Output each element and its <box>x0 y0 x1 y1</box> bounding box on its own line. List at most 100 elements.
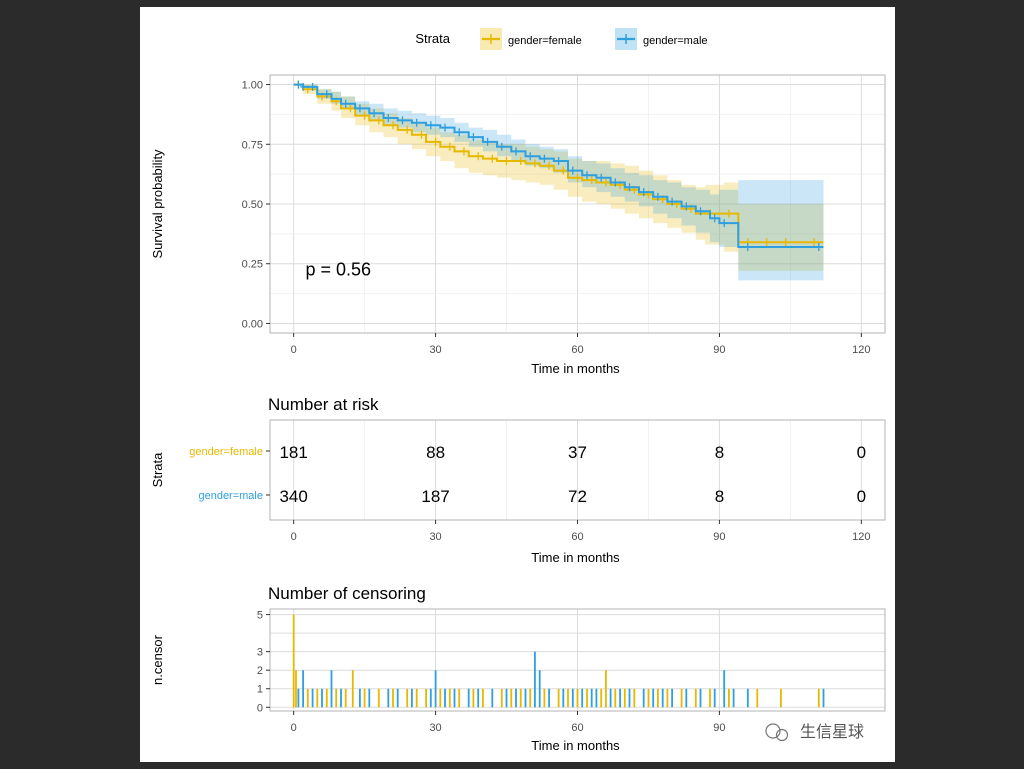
km-censor-mark <box>484 137 491 146</box>
km-censor-mark <box>475 152 482 161</box>
censor-bar-gender=male <box>477 688 480 708</box>
km-censor-mark <box>815 243 822 251</box>
censor-bar-gender=female <box>295 670 297 708</box>
legend-label-gender=male: gender=male <box>643 35 708 47</box>
km-y-tick-label: 0.25 <box>242 259 263 271</box>
km-censor-mark <box>711 214 718 223</box>
censor-bar-gender=male <box>467 688 470 708</box>
risk-cell-value: 187 <box>421 487 449 506</box>
km-censor-mark <box>517 157 524 165</box>
legend-title: Strata <box>415 31 450 46</box>
censor-bar-gender=male <box>723 670 726 708</box>
censor-y-tick-label: 0 <box>257 702 263 714</box>
km-censor-mark <box>584 171 590 180</box>
km-censor-mark <box>446 142 453 151</box>
km-censor-mark <box>461 147 467 156</box>
censor-bar-gender=male <box>434 670 437 708</box>
censor-bar-gender=male <box>685 688 688 708</box>
km-censor-mark <box>569 166 576 175</box>
km-censor-mark <box>356 104 363 113</box>
km-censor-mark <box>295 80 302 89</box>
censor-y-tick-label: 2 <box>257 665 263 677</box>
censor-bar-gender=male <box>396 688 399 708</box>
watermark-logo-icon-small <box>775 728 789 742</box>
km-y-tick-label: 0.50 <box>242 199 263 211</box>
risk-cell-value: 0 <box>857 443 866 462</box>
censor-bar-gender=male <box>311 688 314 708</box>
censor-bar-gender=male <box>713 688 716 708</box>
censor-bar-gender=female <box>306 688 309 708</box>
censor-bar-gender=female <box>586 688 588 708</box>
censor-bar-gender=female <box>709 688 711 708</box>
censor-bar-gender=male <box>321 688 323 708</box>
censor-bar-gender=female <box>335 688 338 708</box>
censor-bar-gender=male <box>411 688 413 708</box>
risk-row-label-gender=male: gender=male <box>198 490 263 502</box>
km-x-tick-label: 60 <box>571 344 583 356</box>
km-ci-band-gender=female <box>293 84 824 271</box>
km-censor-mark <box>503 157 510 165</box>
censor-bar-gender=female <box>623 688 626 708</box>
km-censor-mark <box>612 178 619 187</box>
censor-bar-gender=male <box>302 670 304 708</box>
censor-plot-title: Number of censoring <box>268 584 426 603</box>
censor-bar-gender=female <box>344 688 347 708</box>
censor-bar-gender=male <box>619 688 621 708</box>
censor-bar-gender=female <box>567 688 569 708</box>
censor-bar-gender=female <box>680 688 683 708</box>
censor-bar-gender=male <box>628 688 631 708</box>
censor-bar-gender=female <box>316 688 319 708</box>
censor-bar-gender=female <box>406 688 409 708</box>
km-y-axis-title: Survival probability <box>150 149 165 259</box>
censor-bar-gender=male <box>822 688 825 708</box>
km-censor-mark <box>385 114 392 122</box>
risk-x-tick-label: 120 <box>852 531 870 543</box>
legend-label-gender=female: gender=female <box>508 35 582 47</box>
legend-key-censor-mark <box>487 34 495 44</box>
km-censor-mark <box>782 238 789 247</box>
km-censor-mark <box>602 178 609 187</box>
km-censor-mark <box>763 238 770 247</box>
censor-bar-gender=female <box>510 688 513 708</box>
censor-bar-gender=female <box>482 688 484 708</box>
censor-bar-gender=female <box>529 688 532 708</box>
censor-bar-gender=female <box>392 688 394 708</box>
risk-x-tick-label: 60 <box>571 531 583 543</box>
km-censor-mark <box>640 188 647 197</box>
km-censor-mark <box>574 173 581 182</box>
km-censor-mark <box>390 121 396 130</box>
km-censor-mark <box>489 154 496 163</box>
km-censor-mark <box>375 116 382 125</box>
km-censor-mark <box>546 161 553 170</box>
km-censor-mark <box>456 128 463 137</box>
censor-bar-gender=female <box>780 688 782 708</box>
censor-bar-gender=female <box>377 688 380 708</box>
censor-bar-gender=female <box>605 670 607 708</box>
censor-bar-gender=female <box>519 688 522 708</box>
km-censor-mark <box>531 159 538 168</box>
km-censor-mark <box>371 109 378 118</box>
censor-bar-gender=male <box>548 688 550 708</box>
censor-bar-gender=male <box>534 651 536 708</box>
risk-x-axis-title: Time in months <box>531 550 620 565</box>
risk-cell-value: 8 <box>715 487 724 506</box>
censor-bar-gender=male <box>491 688 494 708</box>
censor-bar-gender=male <box>581 688 584 708</box>
risk-row-label-gender=female: gender=female <box>189 446 263 458</box>
km-censor-mark <box>683 202 690 211</box>
watermark-logo-icon <box>765 723 781 739</box>
legend-key-censor-mark <box>622 34 630 44</box>
censor-x-axis-title: Time in months <box>531 738 620 753</box>
censor-bar-gender=male <box>609 688 612 708</box>
km-censor-mark <box>323 90 330 99</box>
censor-y-tick-label: 3 <box>257 647 263 659</box>
km-censor-mark <box>560 166 567 175</box>
censor-bar-gender=male <box>590 688 593 708</box>
censor-bar-gender=female <box>472 688 475 708</box>
km-censor-mark <box>541 154 548 163</box>
censor-bar-gender=female <box>633 688 636 708</box>
risk-x-tick-label: 30 <box>429 531 441 543</box>
censor-bar-gender=female <box>543 688 546 708</box>
censor-x-tick-label: 30 <box>429 722 441 734</box>
censor-bar-gender=female <box>614 688 617 708</box>
